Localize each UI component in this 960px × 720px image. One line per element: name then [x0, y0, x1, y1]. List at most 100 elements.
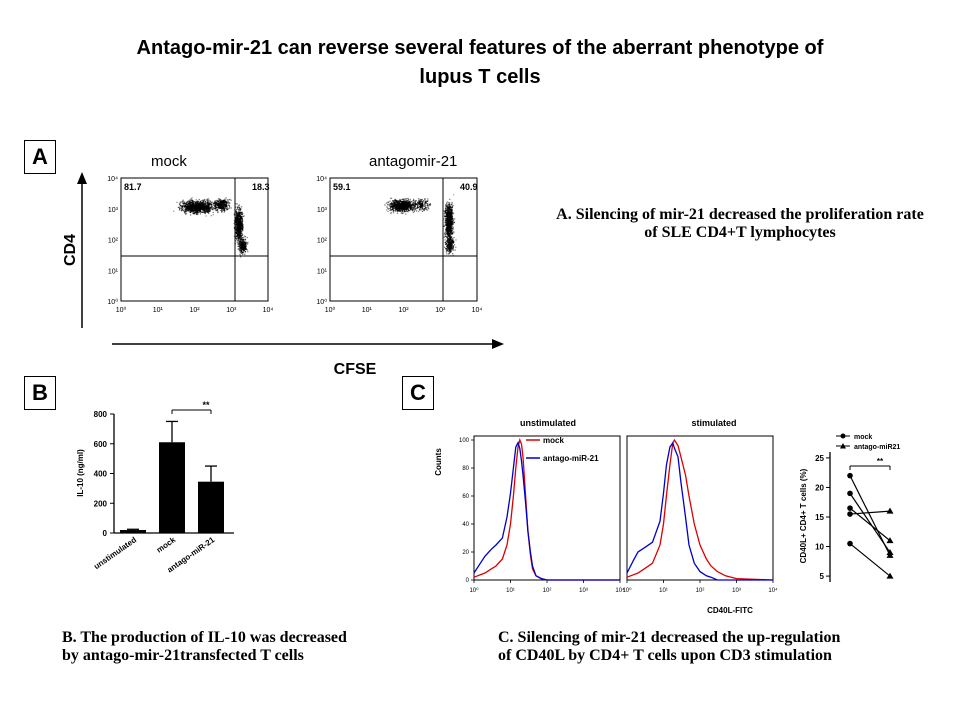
cell-event-dot — [240, 218, 242, 221]
caption-c: C. Silencing of mir-21 decreased the up-… — [498, 629, 938, 665]
cell-event-dot — [422, 204, 424, 206]
cell-event-dot — [220, 205, 223, 207]
mock-point — [847, 505, 853, 511]
cell-event-dot — [420, 205, 422, 208]
cell-event-dot — [198, 211, 200, 213]
cell-event-dot — [444, 215, 446, 218]
cell-event-dot — [202, 205, 204, 207]
cell-event-dot — [173, 210, 175, 212]
cell-event-dot — [181, 206, 184, 209]
cell-event-dot — [452, 228, 454, 230]
cell-event-dot — [203, 209, 205, 211]
cell-event-dot — [204, 204, 206, 206]
cell-event-dot — [449, 223, 451, 226]
cell-event-dot — [229, 202, 231, 204]
cell-event-dot — [186, 209, 188, 211]
cell-event-dot — [389, 197, 392, 199]
cell-event-dot — [412, 201, 414, 203]
cell-event-dot — [243, 249, 246, 251]
cell-event-dot — [240, 247, 243, 249]
cell-event-dot — [204, 202, 206, 205]
cell-event-dot — [241, 229, 243, 231]
cell-event-dot — [223, 208, 226, 210]
cell-event-dot — [396, 212, 399, 214]
y-tick-label: 400 — [94, 470, 108, 479]
cell-event-dot — [182, 199, 184, 201]
cell-event-dot — [451, 219, 453, 221]
cell-event-dot — [241, 219, 244, 221]
cell-event-dot — [390, 208, 392, 211]
cell-event-dot — [208, 198, 210, 200]
cell-event-dot — [417, 206, 419, 208]
x-tick-label: 10² — [189, 307, 200, 314]
cell-event-dot — [210, 201, 212, 204]
y-tick-label: 10⁰ — [316, 298, 327, 306]
x-tick-label: 10⁰ — [622, 587, 632, 594]
cell-event-dot — [408, 204, 411, 207]
cell-event-dot — [192, 212, 194, 214]
cell-event-dot — [406, 208, 408, 211]
cell-event-dot — [205, 206, 207, 208]
cell-event-dot — [206, 201, 208, 204]
cell-event-dot — [239, 236, 242, 239]
y-tick-label: 600 — [94, 440, 108, 449]
mock-dot-plot: 81.7 18.3 10⁰ 10¹ 10² 10³ 10⁴ 10⁰ 10¹ 10² 10³ 10⁴ — [107, 176, 273, 314]
cell-event-dot — [226, 199, 228, 201]
cell-event-dot — [212, 207, 214, 209]
mock-upper-left-pct: 81.7 — [124, 182, 142, 192]
cell-event-dot — [242, 239, 244, 241]
cell-event-dot — [235, 212, 238, 214]
cell-event-dot — [386, 209, 388, 211]
cell-event-dot — [215, 203, 217, 205]
cell-event-dot — [451, 239, 453, 241]
cell-event-dot — [451, 229, 454, 232]
cell-event-dot — [385, 202, 388, 204]
cell-event-dot — [178, 207, 181, 209]
cell-event-dot — [216, 206, 218, 208]
legend-mock-label: mock — [543, 436, 564, 445]
cell-event-dot — [240, 211, 242, 214]
cell-event-dot — [240, 221, 242, 223]
cell-event-dot — [447, 239, 449, 241]
cell-event-dot — [424, 199, 426, 201]
cfse-label: CFSE — [334, 361, 377, 378]
cell-event-dot — [242, 224, 244, 226]
cell-event-dot — [226, 209, 228, 211]
cell-event-dot — [235, 221, 237, 223]
cell-event-dot — [211, 206, 213, 208]
cell-event-dot — [203, 205, 205, 207]
cell-event-dot — [183, 206, 185, 208]
cell-event-dot — [241, 251, 243, 254]
y-tick-label: 10⁴ — [107, 176, 118, 183]
cell-event-dot — [408, 201, 410, 204]
cell-event-dot — [451, 205, 454, 207]
cell-event-dot — [420, 202, 422, 204]
cell-event-dot — [399, 208, 401, 210]
cell-event-dot — [403, 200, 405, 202]
cell-event-dot — [449, 228, 452, 231]
cell-event-dot — [191, 210, 193, 212]
cell-event-dot — [185, 208, 187, 210]
cell-event-dot — [401, 203, 404, 205]
cell-event-dot — [399, 200, 401, 202]
cell-event-dot — [402, 205, 404, 207]
cell-event-dot — [214, 200, 217, 202]
cell-event-dot — [400, 205, 403, 208]
cell-event-dot — [389, 209, 391, 212]
cell-event-dot — [444, 232, 446, 235]
cell-event-dot — [199, 213, 202, 215]
cell-event-dot — [182, 200, 184, 203]
cell-event-dot — [238, 204, 241, 206]
cell-event-dot — [446, 247, 449, 249]
cell-event-dot — [212, 211, 214, 214]
cell-event-dot — [386, 206, 388, 208]
cell-event-dot — [224, 204, 226, 206]
cell-event-dot — [230, 199, 232, 201]
cell-event-dot — [410, 200, 413, 203]
cell-event-dot — [190, 198, 192, 200]
cell-event-dot — [417, 204, 419, 206]
cell-event-dot — [217, 202, 219, 204]
cell-event-dot — [448, 203, 450, 206]
cell-event-dot — [238, 239, 240, 241]
cd4-label: CD4 — [62, 234, 79, 266]
